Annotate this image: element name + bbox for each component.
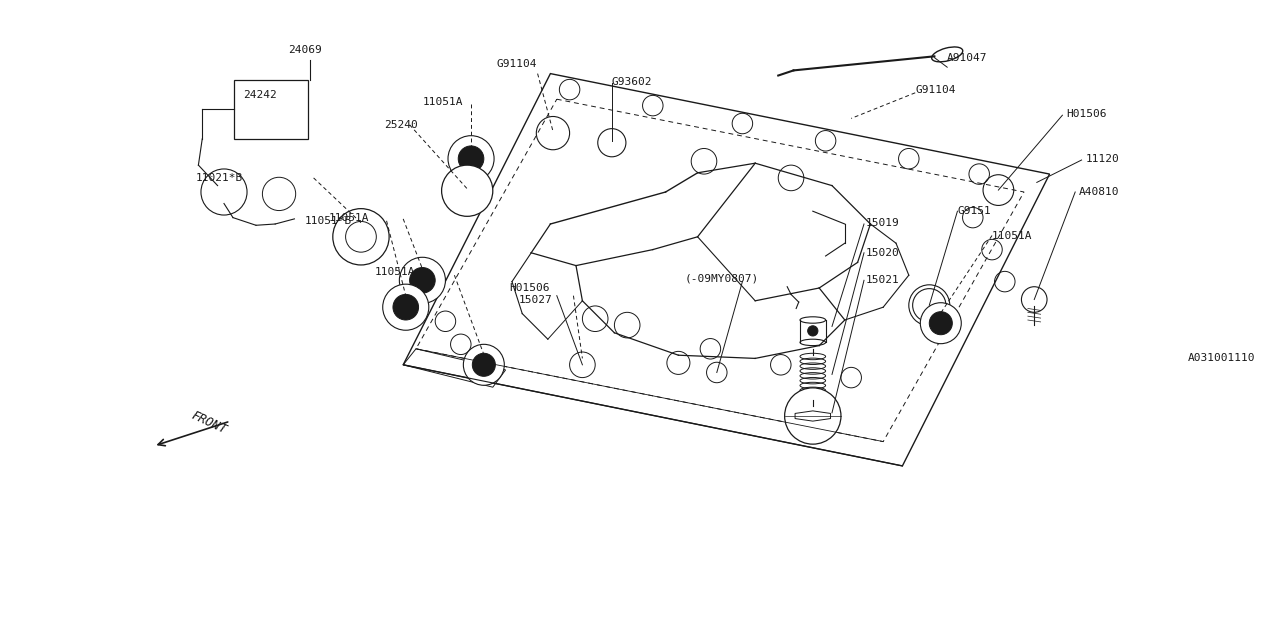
Circle shape — [472, 353, 495, 376]
Text: (-09MY0807): (-09MY0807) — [685, 273, 759, 284]
Text: 11051A: 11051A — [992, 230, 1033, 241]
Text: 24069: 24069 — [288, 45, 321, 55]
Text: 11051A: 11051A — [422, 97, 463, 108]
Text: H01506: H01506 — [509, 283, 550, 293]
Text: 15020: 15020 — [865, 248, 899, 258]
Text: 15021: 15021 — [865, 275, 899, 285]
Text: 25240: 25240 — [384, 120, 417, 130]
Text: H01506: H01506 — [1066, 109, 1107, 119]
Circle shape — [929, 312, 952, 335]
Circle shape — [463, 344, 504, 385]
Text: G9151: G9151 — [957, 206, 991, 216]
Text: A40810: A40810 — [1079, 187, 1120, 197]
Circle shape — [201, 169, 247, 215]
Text: 11051*B: 11051*B — [305, 216, 352, 226]
Circle shape — [393, 294, 419, 320]
Text: 11120: 11120 — [1085, 154, 1119, 164]
Text: G91104: G91104 — [915, 84, 956, 95]
Circle shape — [448, 136, 494, 182]
Text: A031001110: A031001110 — [1188, 353, 1256, 364]
Circle shape — [920, 303, 961, 344]
Text: G93602: G93602 — [612, 77, 653, 87]
Text: FRONT: FRONT — [189, 408, 229, 436]
Ellipse shape — [932, 47, 963, 62]
Circle shape — [410, 268, 435, 293]
Circle shape — [458, 146, 484, 172]
Text: 15027: 15027 — [518, 294, 552, 305]
Text: 11051A: 11051A — [375, 267, 416, 277]
Text: 11051A: 11051A — [329, 212, 370, 223]
Text: G91104: G91104 — [497, 59, 538, 69]
Text: 24242: 24242 — [243, 90, 276, 100]
Circle shape — [808, 326, 818, 336]
Circle shape — [399, 257, 445, 303]
Circle shape — [383, 284, 429, 330]
Circle shape — [333, 209, 389, 265]
Circle shape — [442, 165, 493, 216]
Text: 11021*B: 11021*B — [196, 173, 243, 183]
Text: 15019: 15019 — [865, 218, 899, 228]
Text: A91047: A91047 — [947, 52, 988, 63]
Circle shape — [785, 388, 841, 444]
